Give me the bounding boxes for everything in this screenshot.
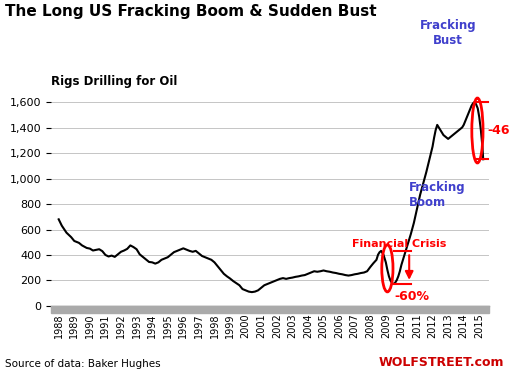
Text: Rigs Drilling for Oil: Rigs Drilling for Oil (51, 75, 177, 88)
Text: Fracking
Bust: Fracking Bust (419, 19, 476, 47)
Text: -46%: -46% (488, 124, 509, 137)
Text: WOLFSTREET.com: WOLFSTREET.com (378, 356, 504, 369)
Text: Source of data: Baker Hughes: Source of data: Baker Hughes (5, 359, 161, 369)
Text: -60%: -60% (394, 290, 430, 303)
Text: Fracking
Boom: Fracking Boom (409, 181, 466, 209)
Bar (51, 306, 489, 313)
Text: The Long US Fracking Boom & Sudden Bust: The Long US Fracking Boom & Sudden Bust (5, 4, 377, 19)
Text: Financial Crisis: Financial Crisis (352, 239, 446, 248)
